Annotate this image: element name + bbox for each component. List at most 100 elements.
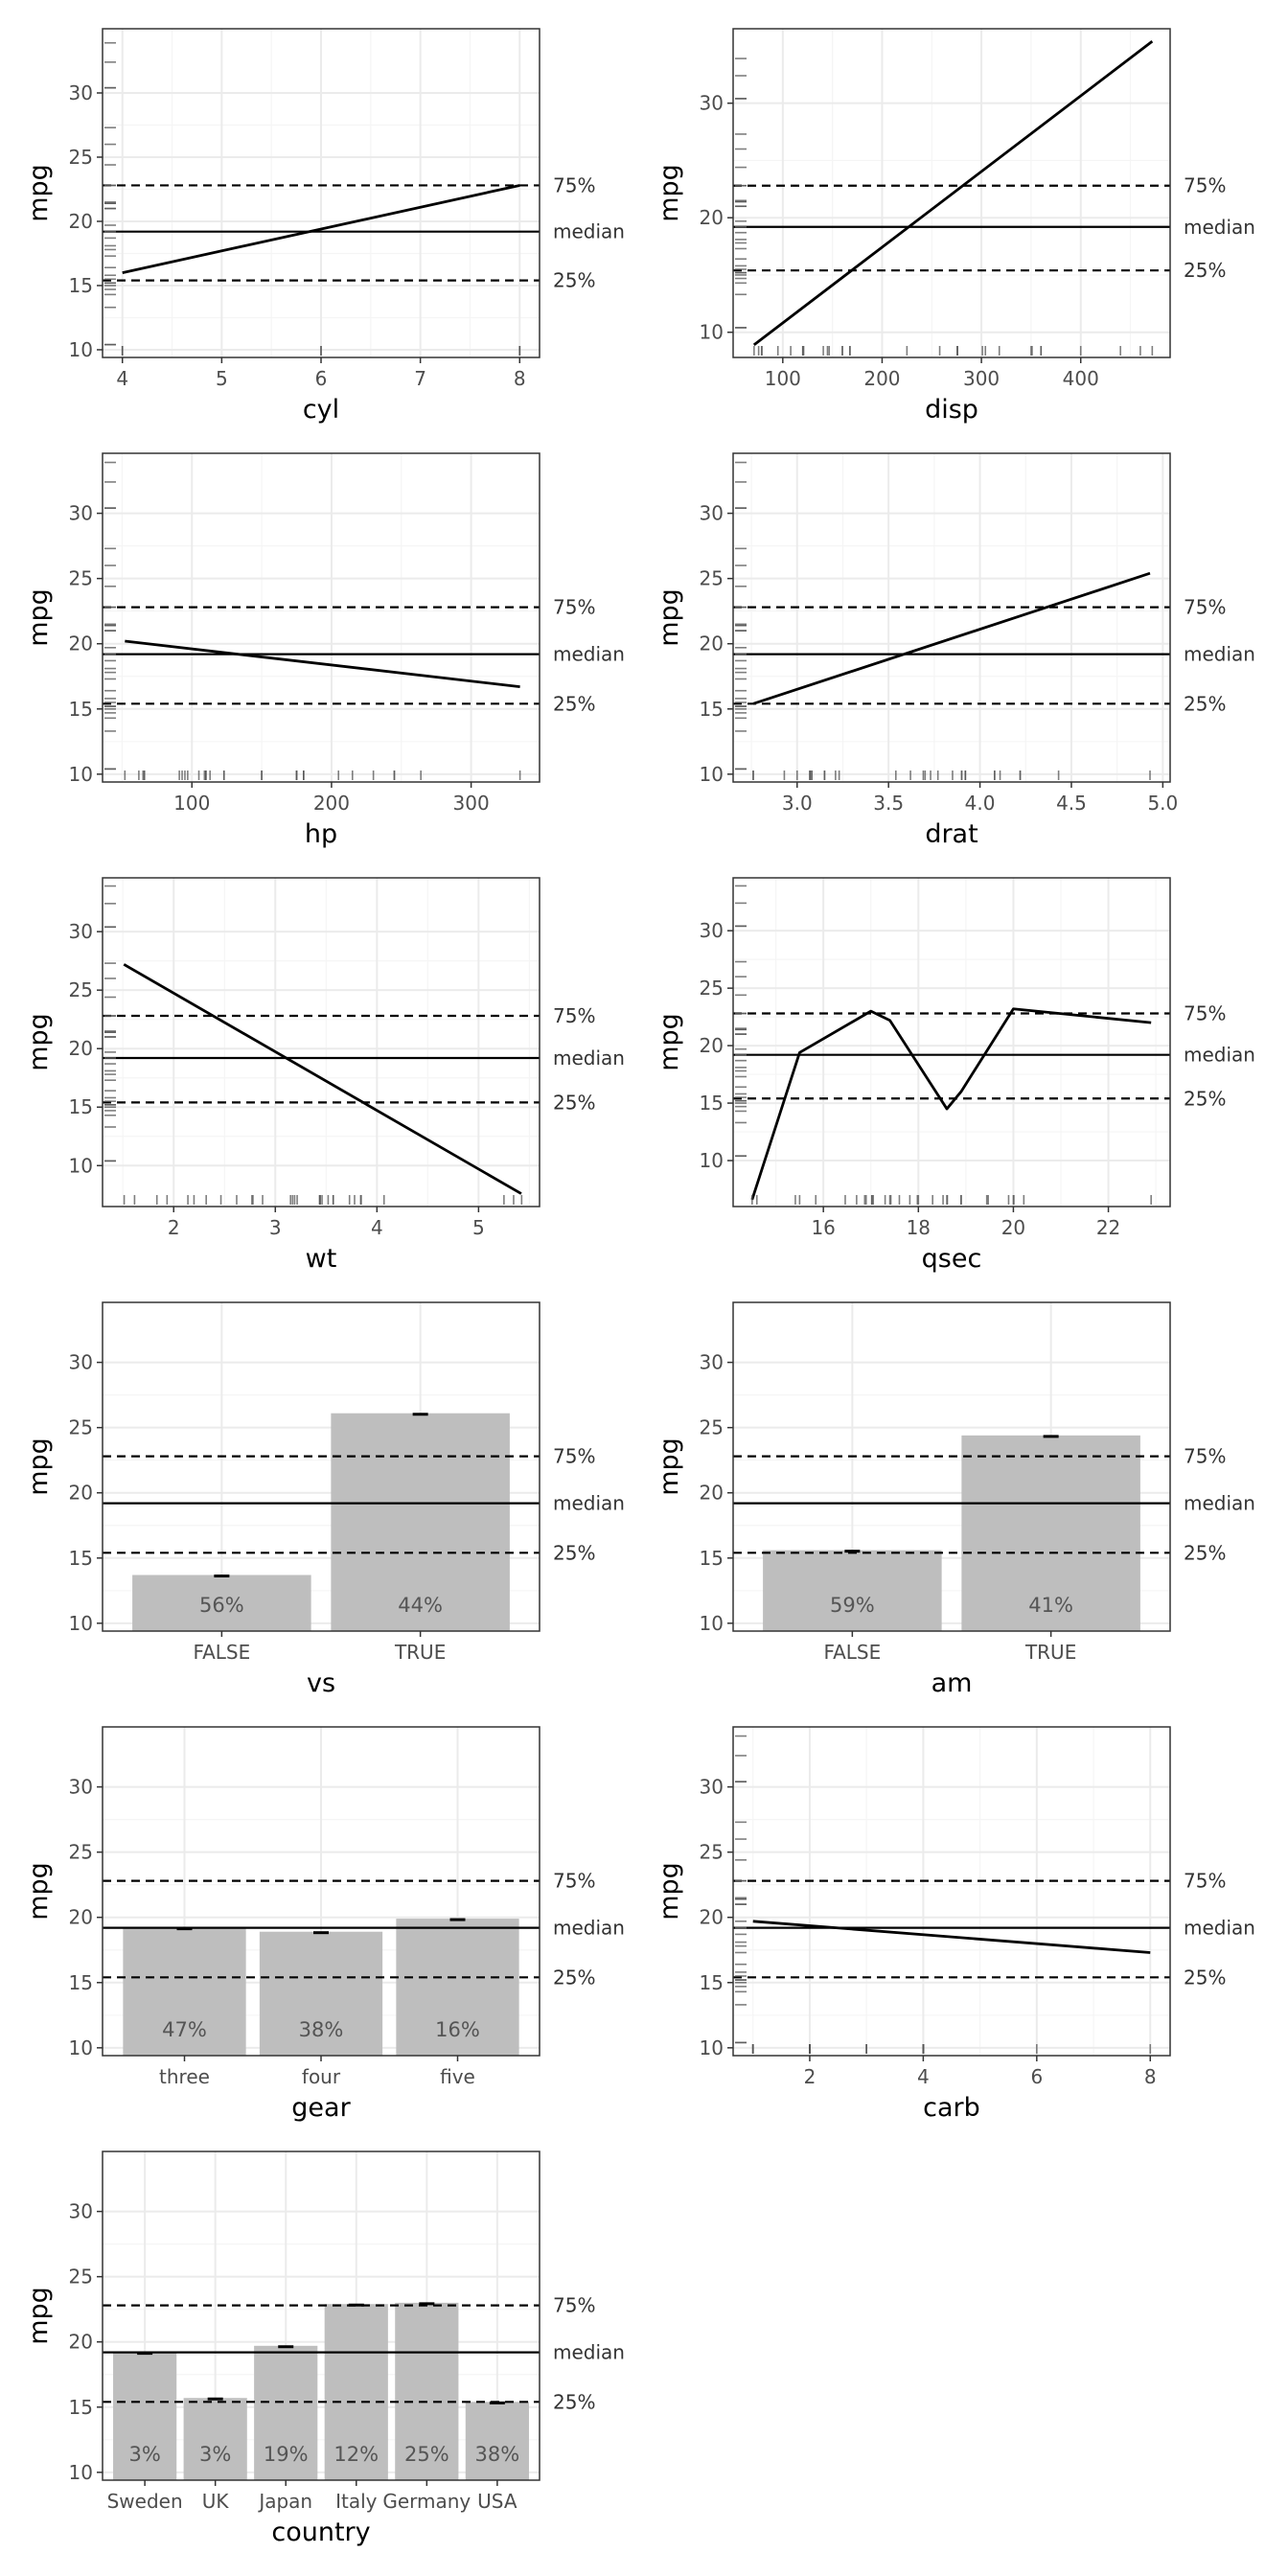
x-tick-label: 16	[811, 1216, 835, 1239]
panel-border	[102, 452, 540, 783]
bar-UK	[183, 2398, 247, 2480]
mpg-trend-line	[122, 184, 520, 274]
panel-border	[732, 452, 1171, 783]
y-tick-label: 30	[69, 2200, 93, 2223]
y-tick-label: 25	[69, 1841, 93, 1864]
bar-FALSE	[132, 1575, 311, 1631]
y-tick-label: 10	[700, 1149, 724, 1172]
q25-label: 25%	[553, 1541, 595, 1564]
y-tick-label: 20	[69, 632, 93, 656]
y-axis-title: mpg	[24, 588, 54, 647]
q25-label: 25%	[553, 692, 595, 715]
y-tick-label: 15	[69, 1971, 93, 1994]
median-label: median	[1184, 643, 1255, 666]
median-label: median	[1184, 1492, 1255, 1515]
x-tick-label: five	[440, 2065, 475, 2088]
x-tick-label: Sweden	[107, 2490, 183, 2513]
q25-label: 25%	[553, 1966, 595, 1989]
y-tick-label: 15	[69, 2396, 93, 2419]
panel-background	[103, 878, 540, 1207]
y-tick-label: 20	[69, 1482, 93, 1505]
q75-label: 75%	[553, 173, 595, 196]
y-tick-label: 20	[700, 1906, 724, 1929]
x-axis-title: gear	[291, 2093, 351, 2123]
y-tick-label: 30	[700, 502, 724, 525]
q75-label: 75%	[553, 1870, 595, 1893]
x-axis-title: drat	[925, 819, 978, 849]
x-tick-label: 4	[116, 367, 128, 390]
x-tick-label: 300	[453, 792, 490, 815]
q25-label: 25%	[1184, 1541, 1226, 1564]
bar-FALSE	[763, 1550, 942, 1631]
q75-label: 75%	[1184, 1445, 1226, 1468]
y-axis-title: mpg	[655, 1013, 684, 1071]
chart-panel-country: 3% 3% 19% 12% 25% 38% 10 15 20 25 30 Sweden UK Japan I…	[24, 2150, 625, 2547]
chart-panel-vs: 56% 44% 10 15 20 25 30 FALSE TRUE vs mpg 75% median 2…	[24, 1301, 625, 1698]
y-axis-title: mpg	[655, 1862, 684, 1920]
median-label: median	[553, 220, 625, 243]
y-tick-label: 10	[69, 763, 93, 786]
q75-label: 75%	[553, 2294, 595, 2317]
y-axis-title: mpg	[655, 588, 684, 647]
y-axis-title: mpg	[24, 2287, 54, 2345]
median-label: median	[553, 1492, 625, 1515]
panel-border	[732, 1726, 1171, 2057]
bar-percent-label: 41%	[1028, 1594, 1073, 1617]
chart-panel-disp: 10 20 30 100 200 300 400 disp mpg 75% median 25%	[655, 28, 1255, 425]
x-tick-label: 20	[1001, 1216, 1025, 1239]
x-tick-label: 18	[907, 1216, 931, 1239]
y-tick-label: 10	[700, 321, 724, 344]
x-tick-label: 3.0	[782, 792, 813, 815]
q25-label: 25%	[1184, 1966, 1226, 1989]
q75-label: 75%	[1184, 174, 1226, 197]
bar-percent-label: 47%	[162, 2018, 207, 2041]
y-tick-label: 15	[69, 1095, 93, 1118]
y-tick-label: 20	[700, 1034, 724, 1057]
y-tick-label: 15	[69, 274, 93, 297]
y-tick-label: 15	[700, 1547, 724, 1570]
bar-percent-label: 3%	[199, 2443, 231, 2466]
mpg-trend-line	[125, 639, 520, 689]
y-tick-label: 20	[69, 2331, 93, 2354]
bar-percent-label: 25%	[404, 2443, 449, 2466]
panel-border	[102, 1301, 540, 1632]
q75-label: 75%	[553, 1004, 595, 1027]
q75-label: 75%	[553, 596, 595, 619]
mpg-trend-line	[752, 40, 1154, 346]
y-tick-label: 25	[700, 977, 724, 1000]
x-tick-label: 4.0	[965, 792, 996, 815]
mpg-trend-line	[123, 963, 522, 1195]
bar-TRUE	[961, 1435, 1140, 1631]
x-tick-label: 4	[917, 2065, 930, 2088]
x-tick-label: TRUE	[1024, 1641, 1076, 1664]
x-tick-label: 100	[765, 367, 801, 390]
q25-label: 25%	[1184, 1087, 1226, 1110]
x-tick-label: 4.5	[1056, 792, 1087, 815]
bar-Italy	[324, 2304, 388, 2480]
x-tick-label: 5	[216, 367, 228, 390]
chart-panel-qsec: 10 15 20 25 30 16 18 20 22 qsec mpg 75% median 25%	[655, 877, 1255, 1274]
bar-three	[123, 1927, 246, 2056]
median-label: median	[553, 1046, 625, 1070]
y-tick-label: 30	[700, 1351, 724, 1374]
panel-border	[102, 2150, 540, 2481]
bar-percent-label: 44%	[398, 1594, 443, 1617]
x-tick-label: FALSE	[193, 1641, 250, 1664]
bar-USA	[465, 2402, 529, 2480]
q25-label: 25%	[553, 1091, 595, 1114]
y-axis-title: mpg	[24, 1862, 54, 1920]
q75-label: 75%	[1184, 596, 1226, 619]
x-axis-title: qsec	[922, 1244, 982, 1274]
y-tick-label: 20	[700, 1482, 724, 1505]
x-tick-label: Japan	[257, 2490, 312, 2513]
y-axis-title: mpg	[655, 164, 684, 222]
y-tick-label: 25	[69, 2266, 93, 2288]
panel-background	[103, 453, 540, 782]
y-tick-label: 15	[69, 698, 93, 721]
y-tick-label: 20	[69, 1037, 93, 1060]
y-tick-label: 10	[700, 2036, 724, 2059]
y-tick-label: 10	[69, 1612, 93, 1635]
x-tick-label: 5.0	[1147, 792, 1178, 815]
q75-label: 75%	[1184, 1870, 1226, 1893]
